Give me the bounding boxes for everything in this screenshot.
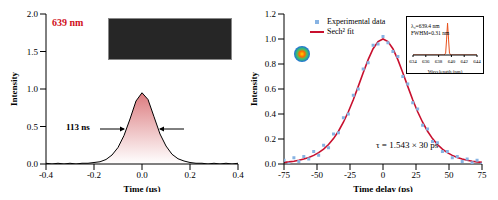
svg-text:75: 75 [478,170,488,180]
svg-text:642: 642 [460,59,468,64]
svg-text:2.0: 2.0 [27,9,39,19]
html-text:τ = 1.543 × 30 ps: τ = 1.543 × 30 ps [376,140,439,150]
svg-text:Wavelength (nm): Wavelength (nm) [428,69,463,73]
svg-text:0.8: 0.8 [265,59,277,69]
svg-text:Intensity: Intensity [9,72,19,107]
svg-text:0.0: 0.0 [136,170,148,180]
html-text:λ₀=639.4 nm: λ₀=639.4 nm [411,23,440,29]
html-text:113 ns: 113 ns [66,122,90,132]
svg-text:Time delay (ps): Time delay (ps) [353,184,412,192]
svg-text:644: 644 [473,59,481,64]
svg-text:1.2: 1.2 [265,9,276,19]
svg-text:1.0: 1.0 [27,84,39,94]
svg-text:Time (µs): Time (µs) [124,184,161,192]
svg-text:634: 634 [409,59,417,64]
svg-text:0.5: 0.5 [27,122,39,132]
svg-text:0: 0 [381,170,386,180]
svg-text:0.4: 0.4 [265,109,277,119]
svg-text:25: 25 [412,170,422,180]
svg-text:1.0: 1.0 [265,34,277,44]
svg-text:638: 638 [435,59,443,64]
svg-text:-25: -25 [344,170,356,180]
html-text:Experimental data: Experimental data [327,17,386,26]
svg-text:0.0: 0.0 [265,159,277,169]
html-text:FWHM=0.31 nm: FWHM=0.31 nm [411,30,450,36]
svg-text:640: 640 [448,59,456,64]
html-text:Sech² fit: Sech² fit [327,27,355,36]
svg-text:50: 50 [445,170,455,180]
svg-text:0.0: 0.0 [27,159,39,169]
html-text:639 nm: 639 nm [52,17,84,28]
svg-text:-75: -75 [278,170,290,180]
svg-text:-0.2: -0.2 [87,170,101,180]
svg-text:-50: -50 [311,170,323,180]
svg-text:0.6: 0.6 [265,84,277,94]
svg-text:Intensity: Intensity [249,72,259,107]
svg-text:636: 636 [422,59,430,64]
svg-text:0.2: 0.2 [184,170,195,180]
svg-text:1.5: 1.5 [27,47,39,57]
svg-text:0.4: 0.4 [232,170,244,180]
svg-text:-0.4: -0.4 [39,170,54,180]
svg-text:0.2: 0.2 [265,134,276,144]
